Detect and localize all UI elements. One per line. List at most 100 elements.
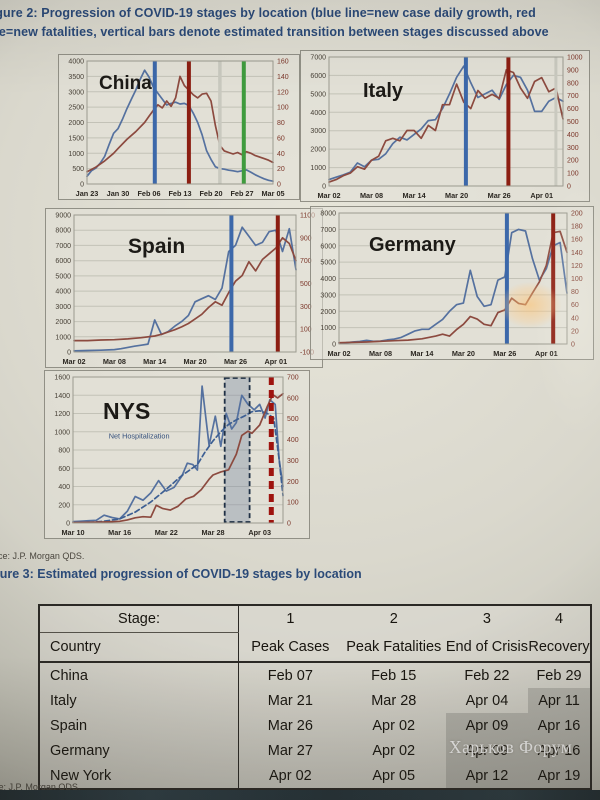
table-row: Germany Mar 27 Apr 02 Apr 09 Apr 16 bbox=[39, 738, 591, 763]
svg-text:6000: 6000 bbox=[310, 73, 326, 80]
svg-text:700: 700 bbox=[287, 375, 299, 382]
chart-title: NYS bbox=[103, 398, 150, 424]
svg-text:Mar 26: Mar 26 bbox=[224, 357, 247, 366]
figure3-table: Stage: 1 2 3 4 Country Peak Cases Peak F… bbox=[38, 604, 592, 790]
cell-peak-fatalities: Mar 28 bbox=[371, 692, 417, 709]
spain-chart-svg: 0 1000 2000 3000 4000 5000 6000 7000 8000 9000 -10… bbox=[55, 213, 315, 367]
svg-text:1600: 1600 bbox=[54, 375, 70, 382]
svg-text:Mar 28: Mar 28 bbox=[201, 528, 224, 537]
svg-text:80: 80 bbox=[277, 120, 285, 127]
svg-text:Mar 20: Mar 20 bbox=[452, 349, 475, 358]
svg-text:0: 0 bbox=[277, 182, 281, 189]
cell-country: Italy bbox=[39, 688, 240, 713]
svg-text:40: 40 bbox=[277, 151, 285, 158]
svg-text:100: 100 bbox=[567, 171, 579, 178]
left-axis-series-line bbox=[87, 409, 284, 524]
svg-text:3000: 3000 bbox=[55, 304, 71, 311]
transition-window-outline bbox=[223, 377, 251, 523]
svg-text:5000: 5000 bbox=[55, 273, 71, 280]
right-axis-series-line bbox=[86, 75, 274, 173]
svg-text:Mar 16: Mar 16 bbox=[108, 528, 131, 537]
table-stage-row: Stage: 1 2 3 4 bbox=[39, 605, 591, 633]
cell-peak-cases: Mar 21 bbox=[267, 692, 313, 709]
svg-text:400: 400 bbox=[58, 484, 70, 491]
svg-text:Apr 01: Apr 01 bbox=[535, 349, 558, 358]
chart-title: Italy bbox=[363, 80, 404, 102]
cell-end-of-crisis: Feb 22 bbox=[464, 667, 510, 684]
svg-text:40: 40 bbox=[571, 315, 579, 322]
china-chart-svg: 0 500 1000 1500 2000 2500 3000 3500 4000 0 20 40 60 8… bbox=[68, 59, 289, 199]
svg-text:200: 200 bbox=[58, 502, 70, 509]
svg-text:7000: 7000 bbox=[320, 227, 336, 234]
svg-text:500: 500 bbox=[72, 166, 84, 173]
svg-text:600: 600 bbox=[287, 395, 299, 402]
svg-text:2500: 2500 bbox=[68, 105, 84, 112]
svg-text:Mar 02: Mar 02 bbox=[317, 191, 340, 200]
svg-text:4000: 4000 bbox=[310, 110, 326, 117]
figure2-caption-line2: line=new fatalities, vertical bars denot… bbox=[0, 25, 549, 39]
chart-panel-spain: 0 1000 2000 3000 4000 5000 6000 7000 8000 9000 -10… bbox=[45, 208, 323, 368]
svg-text:0: 0 bbox=[67, 350, 71, 357]
svg-text:500: 500 bbox=[287, 416, 299, 423]
svg-text:0: 0 bbox=[567, 184, 571, 191]
svg-text:Mar 02: Mar 02 bbox=[327, 349, 350, 358]
svg-text:2000: 2000 bbox=[310, 147, 326, 154]
svg-text:300: 300 bbox=[567, 145, 579, 152]
svg-text:700: 700 bbox=[567, 93, 579, 100]
svg-text:1000: 1000 bbox=[68, 151, 84, 158]
svg-text:Mar 14: Mar 14 bbox=[410, 349, 434, 358]
svg-text:180: 180 bbox=[571, 224, 583, 231]
svg-text:300: 300 bbox=[300, 304, 312, 311]
svg-text:Mar 02: Mar 02 bbox=[62, 357, 85, 366]
svg-text:400: 400 bbox=[287, 437, 299, 444]
stage-number-1: 1 bbox=[286, 611, 295, 628]
svg-text:700: 700 bbox=[300, 258, 312, 265]
cell-peak-fatalities: Apr 02 bbox=[372, 742, 416, 759]
chart-panel-nys: 0 200 400 600 800 1000 1200 1400 1600 0 100 200 300 4… bbox=[44, 370, 310, 539]
forum-watermark: Харьков Форум bbox=[449, 737, 573, 757]
cell-country: New York bbox=[39, 763, 240, 789]
cell-recovery: Apr 19 bbox=[528, 763, 591, 789]
svg-text:1000: 1000 bbox=[55, 334, 71, 341]
svg-text:1100: 1100 bbox=[300, 213, 315, 220]
svg-text:0: 0 bbox=[287, 521, 291, 528]
col-header-peak-fatalities: Peak Fatalities bbox=[341, 632, 446, 663]
svg-text:60: 60 bbox=[277, 135, 285, 142]
svg-text:Feb 20: Feb 20 bbox=[199, 189, 222, 198]
cell-peak-cases: Apr 02 bbox=[268, 767, 312, 784]
svg-text:800: 800 bbox=[567, 80, 579, 87]
svg-text:Mar 10: Mar 10 bbox=[61, 528, 84, 537]
svg-text:60: 60 bbox=[571, 302, 579, 309]
table-row: New York Apr 02 Apr 05 Apr 12 Apr 19 bbox=[39, 763, 591, 789]
svg-text:0: 0 bbox=[80, 182, 84, 189]
figure2-caption-line1: Figure 2: Progression of COVID-19 stages… bbox=[0, 6, 536, 20]
svg-text:Mar 26: Mar 26 bbox=[488, 191, 511, 200]
right-axis-series-line bbox=[72, 392, 284, 524]
svg-text:Apr 01: Apr 01 bbox=[264, 357, 287, 366]
chart-title: Germany bbox=[369, 234, 457, 256]
cell-peak-cases: Mar 27 bbox=[267, 742, 313, 759]
svg-text:20: 20 bbox=[277, 166, 285, 173]
table-row: Spain Mar 26 Apr 02 Apr 09 Apr 16 bbox=[39, 713, 591, 738]
figure3-caption: Figure 3: Estimated progression of COVID… bbox=[0, 567, 362, 581]
svg-text:Apr 01: Apr 01 bbox=[530, 191, 553, 200]
right-axis-series-line bbox=[73, 236, 297, 342]
svg-text:6000: 6000 bbox=[320, 243, 336, 250]
stage-header-label: Stage: bbox=[39, 605, 240, 633]
svg-text:100: 100 bbox=[287, 500, 299, 507]
svg-text:120: 120 bbox=[277, 89, 289, 96]
svg-text:Mar 08: Mar 08 bbox=[103, 357, 126, 366]
svg-text:1000: 1000 bbox=[567, 55, 583, 62]
svg-text:0: 0 bbox=[332, 342, 336, 349]
svg-text:140: 140 bbox=[571, 250, 583, 257]
cell-country: Germany bbox=[39, 738, 240, 763]
chart-panel-germany: 0 1000 2000 3000 4000 5000 6000 7000 8000 0 20 40 60… bbox=[310, 206, 594, 360]
col-header-recovery: Recovery bbox=[528, 632, 591, 663]
svg-text:800: 800 bbox=[58, 448, 70, 455]
svg-text:Mar 05: Mar 05 bbox=[261, 189, 284, 198]
chart-panel-italy: 0 1000 2000 3000 4000 5000 6000 7000 0 100 200 300 4… bbox=[300, 50, 590, 202]
svg-text:140: 140 bbox=[277, 74, 289, 81]
cell-peak-fatalities: Feb 15 bbox=[371, 667, 417, 684]
svg-text:500: 500 bbox=[567, 119, 579, 126]
svg-text:Mar 26: Mar 26 bbox=[493, 349, 516, 358]
